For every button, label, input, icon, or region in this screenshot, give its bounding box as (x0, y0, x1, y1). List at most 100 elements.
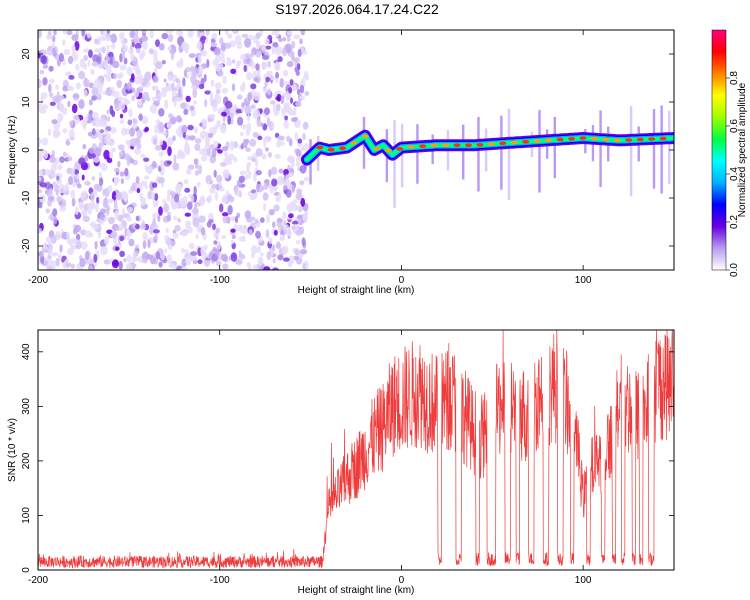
noise-speck (100, 30, 104, 36)
noise-speck (55, 230, 61, 241)
noise-speck (149, 30, 154, 39)
noise-speck (123, 193, 128, 203)
noise-speck (71, 44, 76, 53)
noise-speck (88, 265, 93, 270)
noise-speck (128, 108, 133, 118)
signal-peak (659, 136, 667, 141)
noise-speck (87, 60, 91, 67)
snr-x-tick-label: -200 (28, 575, 48, 586)
noise-speck (59, 206, 66, 212)
noise-speck (263, 179, 270, 184)
noise-speck (120, 178, 125, 185)
noise-speck (268, 237, 273, 245)
spectrogram-y-tick-label: 20 (21, 48, 32, 60)
noise-speck (240, 53, 246, 61)
noise-speck (52, 128, 60, 139)
noise-speck (214, 82, 222, 90)
noise-speck (198, 148, 206, 155)
noise-speck (185, 146, 190, 156)
signal-peak (465, 143, 472, 147)
noise-speck (276, 241, 281, 250)
noise-speck (184, 212, 191, 217)
noise-speck (165, 30, 174, 34)
noise-speck (232, 59, 236, 64)
signal-peak (579, 136, 587, 140)
noise-speck (303, 142, 310, 153)
signal-peak (602, 137, 610, 142)
noise-speck (102, 188, 106, 196)
noise-speck (192, 88, 198, 99)
noise-speck (53, 30, 57, 36)
noise-speck (75, 233, 81, 241)
noise-speck (126, 156, 131, 166)
signal-peak (407, 145, 415, 149)
noise-speck (286, 203, 293, 213)
noise-speck (285, 224, 289, 231)
noise-speck (288, 87, 293, 94)
noise-speck (110, 43, 116, 50)
noise-speck (267, 90, 271, 96)
noise-speck (94, 38, 99, 45)
noise-speck (209, 187, 216, 194)
noise-speck (283, 120, 289, 129)
noise-speck (110, 33, 117, 44)
noise-speck (219, 203, 224, 213)
noise-speck (119, 151, 124, 157)
noise-speck (67, 55, 74, 65)
noise-speck (193, 203, 198, 213)
noise-speck (270, 100, 276, 105)
noise-speck (59, 156, 65, 164)
noise-speck (133, 90, 139, 98)
noise-speck (250, 189, 257, 194)
noise-speck (128, 238, 135, 247)
noise-speck (141, 30, 147, 34)
noise-speck (174, 193, 180, 203)
noise-speck (87, 202, 94, 211)
noise-speck (157, 215, 161, 222)
noise-speck (288, 213, 294, 219)
noise-speck (64, 71, 71, 76)
noise-speck (280, 230, 285, 236)
noise-speck (302, 121, 309, 130)
noise-speck (257, 69, 261, 78)
noise-speck (278, 168, 284, 174)
noise-speck (146, 97, 151, 102)
colorbar-tick-label: 0.8 (729, 71, 740, 85)
noise-speck (135, 47, 141, 54)
noise-speck (55, 189, 59, 197)
noise-speck (135, 223, 140, 230)
noise-speck (56, 196, 63, 203)
noise-speck (241, 224, 248, 235)
noise-speck (161, 32, 169, 40)
colorbar-ticks: 0.0 0.2 0.4 0.6 0.8 (726, 71, 740, 277)
noise-speck (124, 167, 129, 177)
noise-speck (281, 245, 289, 255)
spectrogram-x-label: Height of straight line (km) (298, 285, 415, 296)
colorbar: 0.0 0.2 0.4 0.6 0.8 Normalized spectral ampl… (711, 29, 748, 277)
noise-speck (215, 227, 221, 234)
noise-speck (273, 204, 280, 212)
noise-speck (248, 229, 253, 236)
noise-speck (158, 206, 163, 216)
noise-speck (302, 214, 308, 222)
spectrogram-x-tick-label: 100 (575, 275, 592, 286)
noise-speck (224, 30, 229, 36)
noise-speck (254, 218, 259, 224)
noise-speck (42, 64, 49, 69)
noise-speck (227, 193, 233, 202)
colorbar-label: Normalized spectral amplitude (737, 82, 748, 217)
noise-speck (71, 197, 76, 207)
noise-speck (168, 113, 174, 119)
snr-x-tick-label: 100 (575, 575, 592, 586)
noise-speck (297, 138, 303, 144)
noise-speck (38, 250, 44, 258)
noise-speck (67, 247, 74, 256)
noise-speck (233, 30, 237, 34)
noise-speck (125, 229, 131, 236)
noise-speck (214, 124, 218, 131)
signal-peak (499, 141, 507, 146)
noise-speck (174, 224, 181, 232)
noise-speck (80, 229, 87, 236)
noise-speck (152, 49, 158, 60)
